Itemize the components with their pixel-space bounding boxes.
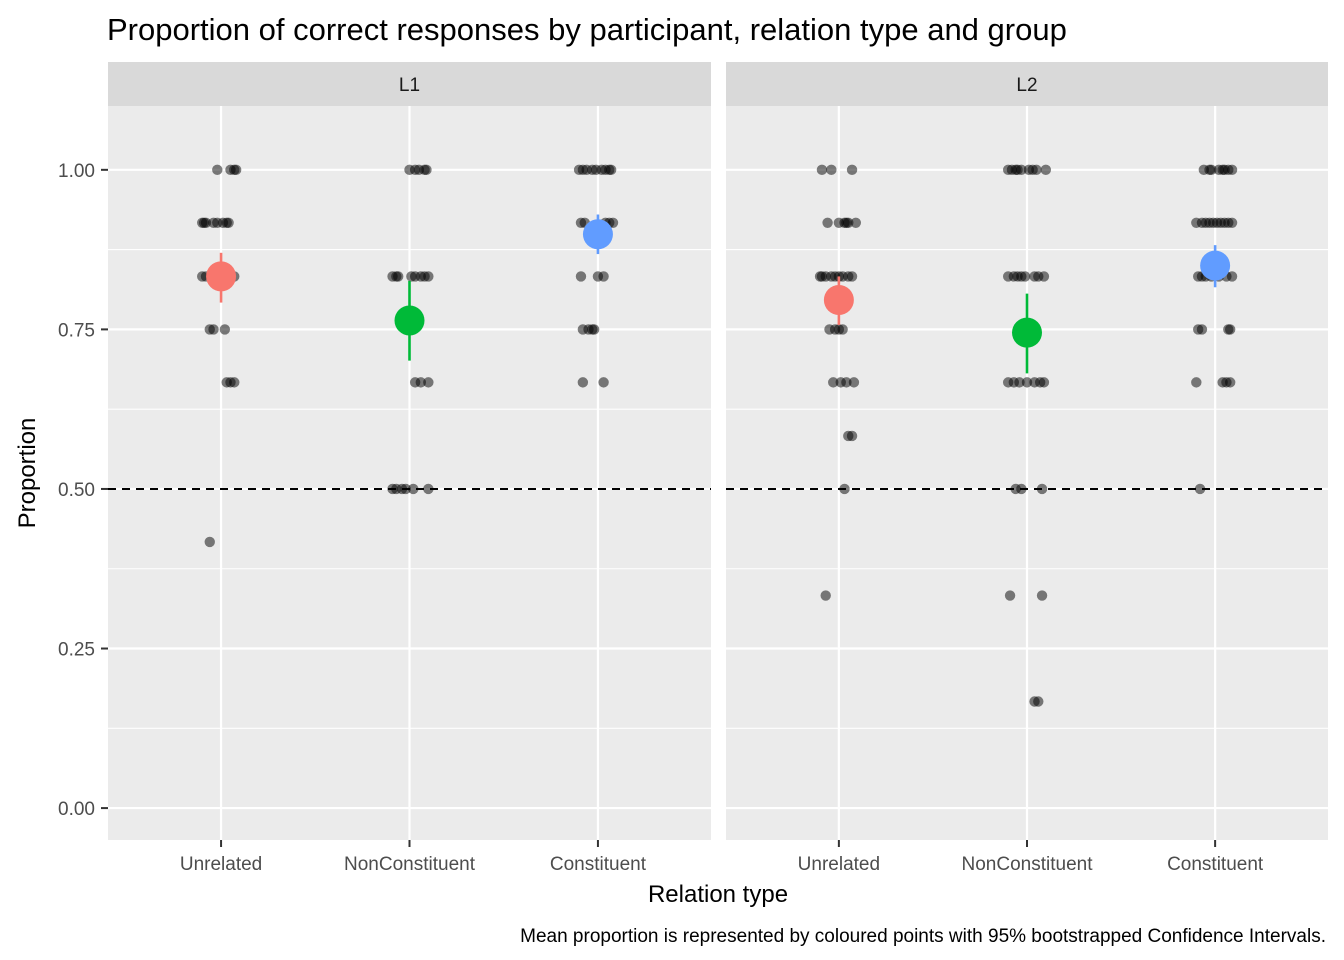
data-point [846, 164, 858, 176]
x-axis-title: Relation type [648, 881, 788, 908]
data-point [605, 164, 617, 176]
data-point [421, 164, 432, 176]
data-point [598, 377, 609, 388]
data-point [1014, 377, 1025, 388]
data-point [826, 164, 837, 176]
x-tick-label: NonConstituent [962, 854, 1094, 875]
data-point [1004, 590, 1016, 601]
data-point [1194, 483, 1206, 495]
facet-strip [726, 62, 1328, 106]
panel-l2: L2 Unrelated NonConstituent Constituent [726, 62, 1328, 875]
data-point [415, 377, 427, 388]
facet-panels: L1 Unrelated NonConstituent Constituent L2 Un… [108, 62, 1328, 875]
chart-title: Proportion of correct responses by parti… [107, 12, 1067, 47]
mean-point [394, 305, 425, 336]
data-point [408, 483, 419, 495]
data-point [1196, 324, 1208, 335]
data-point [212, 164, 223, 176]
panel-l1: L1 Unrelated NonConstituent Constituent [108, 62, 711, 875]
x-tick-label: NonConstituent [344, 854, 476, 875]
data-point [1040, 164, 1052, 176]
data-point [848, 377, 860, 388]
data-point [208, 324, 219, 335]
data-point [223, 217, 234, 229]
x-tick-label: Unrelated [798, 854, 880, 875]
mean-point [1200, 250, 1231, 281]
data-point [423, 483, 434, 495]
data-point [598, 271, 609, 282]
data-point [839, 483, 850, 495]
data-point [229, 377, 240, 388]
data-point [1031, 164, 1042, 176]
data-point [1224, 377, 1236, 388]
data-point [850, 217, 862, 229]
mean-point [823, 285, 854, 316]
data-point [1036, 483, 1048, 495]
chart-caption: Mean proportion is represented by colour… [520, 926, 1326, 947]
data-point [392, 271, 404, 282]
data-point [1033, 696, 1044, 707]
data-point [230, 164, 242, 176]
data-point [816, 164, 828, 176]
data-point [828, 377, 839, 388]
data-point [607, 217, 619, 229]
data-point [1016, 164, 1027, 176]
data-point [423, 271, 434, 282]
y-axis-title: Proportion [14, 418, 41, 529]
data-point [588, 324, 600, 335]
data-point [1226, 217, 1238, 229]
data-point [822, 217, 833, 229]
data-point [1036, 590, 1048, 601]
data-point [577, 377, 589, 388]
data-point [219, 324, 231, 335]
data-point [820, 590, 831, 601]
data-point [1038, 271, 1050, 282]
data-point [837, 324, 848, 335]
data-point [204, 536, 215, 548]
data-point [1038, 377, 1050, 388]
data-point [400, 483, 411, 495]
data-point [423, 377, 434, 388]
data-point [1224, 324, 1236, 335]
facet-strip [108, 62, 711, 106]
y-tick-label: 0.25 [58, 640, 95, 661]
data-point [841, 377, 852, 388]
data-point [846, 430, 858, 442]
data-point [843, 217, 854, 229]
data-point [1191, 377, 1202, 388]
y-tick-label: 1.00 [58, 161, 95, 182]
data-point [846, 271, 858, 282]
y-tick-label: 0.75 [58, 320, 95, 341]
x-tick-label: Unrelated [180, 854, 262, 875]
x-tick-label: Constituent [1167, 854, 1264, 875]
y-tick-label: 0.00 [58, 799, 95, 820]
y-axis: 0.00 0.25 0.50 0.75 1.00 [58, 161, 108, 820]
data-point [1019, 271, 1031, 282]
data-point [1206, 164, 1217, 176]
data-point [1016, 483, 1027, 495]
facet-strip-label: L1 [399, 75, 420, 96]
mean-point [582, 219, 613, 250]
x-tick-label: Constituent [550, 854, 647, 875]
data-point [1226, 271, 1238, 282]
data-point [575, 271, 587, 282]
facet-strip-label: L2 [1016, 75, 1037, 96]
mean-point [206, 261, 237, 292]
data-point [1021, 377, 1033, 388]
y-tick-label: 0.50 [58, 480, 95, 501]
data-point [1226, 164, 1238, 176]
data-point [200, 217, 212, 229]
mean-point [1012, 317, 1042, 348]
